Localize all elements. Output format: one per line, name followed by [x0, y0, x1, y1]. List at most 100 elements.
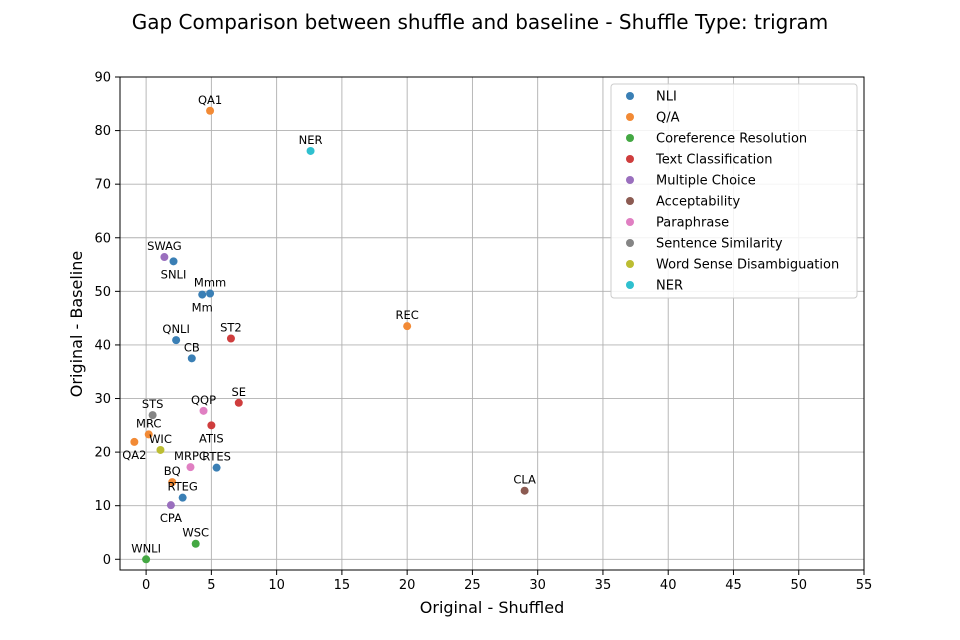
- x-tick-label: 40: [660, 578, 677, 593]
- data-point: [156, 445, 165, 454]
- data-point-label: Mmm: [194, 275, 226, 289]
- x-tick-label: 10: [268, 578, 285, 593]
- x-tick-label: 20: [399, 578, 416, 593]
- data-point-label: RTEG: [167, 480, 197, 494]
- data-point-label: CB: [184, 340, 200, 354]
- legend-marker: [626, 92, 634, 100]
- data-point: [172, 336, 181, 345]
- legend-label: NLI: [656, 90, 677, 105]
- legend-label: NER: [656, 279, 683, 294]
- x-tick-label: 25: [464, 578, 481, 593]
- data-point: [191, 539, 200, 548]
- data-point-label: STS: [142, 397, 164, 411]
- data-point-label: MRC: [136, 416, 161, 430]
- data-point-label: BQ: [164, 464, 181, 478]
- legend-marker: [626, 281, 634, 289]
- data-points: QA1 NER SWAG SNLI Mmm Mm REC ST2 QNLI CB SE QQP STS A…: [122, 93, 536, 564]
- data-point: [186, 463, 195, 472]
- x-tick-label: 15: [334, 578, 351, 593]
- x-tick-label: 0: [142, 578, 150, 593]
- data-point: [234, 398, 243, 407]
- data-point: [306, 146, 315, 155]
- y-tick-label: 70: [94, 178, 111, 193]
- x-tick-label: 45: [725, 578, 742, 593]
- data-point: [212, 463, 221, 472]
- y-tick-label: 40: [94, 338, 111, 353]
- data-point-label: QQP: [191, 393, 216, 407]
- data-point: [206, 106, 215, 115]
- legend-label: Sentence Similarity: [656, 237, 783, 252]
- data-point: [403, 322, 412, 331]
- data-point-label: QA1: [198, 93, 222, 107]
- y-tick-label: 20: [94, 446, 111, 461]
- data-point: [207, 421, 216, 430]
- x-tick-label: 55: [856, 578, 873, 593]
- y-tick-label: 80: [94, 124, 111, 139]
- data-point-label: ST2: [220, 321, 242, 335]
- y-tick-label: 30: [94, 392, 111, 407]
- data-point-label: QNLI: [162, 322, 189, 336]
- data-point-label: MRPC: [174, 449, 207, 463]
- x-tick-label: 30: [529, 578, 546, 593]
- legend-marker: [626, 239, 634, 247]
- data-point-label: CLA: [513, 473, 536, 487]
- data-point-label: RTES: [202, 450, 231, 464]
- y-tick-label: 10: [94, 499, 111, 514]
- y-tick-label: 90: [94, 71, 111, 86]
- legend-label: Text Classification: [655, 153, 772, 168]
- x-tick-label: 50: [790, 578, 807, 593]
- data-point: [166, 501, 175, 510]
- legend-marker: [626, 197, 634, 205]
- data-point: [199, 406, 208, 415]
- data-point: [520, 486, 529, 495]
- data-point: [206, 289, 215, 298]
- legend-label: Q/A: [656, 111, 680, 126]
- data-point-label: WSC: [182, 526, 209, 540]
- legend-label: Multiple Choice: [656, 174, 756, 189]
- x-tick-label: 5: [207, 578, 215, 593]
- data-point: [169, 257, 178, 266]
- data-point: [226, 334, 235, 343]
- data-point: [130, 437, 139, 446]
- y-axis-label: Original - Baseline: [67, 251, 86, 397]
- y-tick-label: 50: [94, 285, 111, 300]
- legend-marker: [626, 176, 634, 184]
- legend-box: [610, 83, 858, 299]
- y-tick-label: 60: [94, 231, 111, 246]
- data-point-label: WNLI: [131, 541, 161, 555]
- axis-ticks: 0 5 10 15 20 25 30 35 40 45 50 55 0 10 20 30 40 50 60 70 80 9…: [94, 71, 872, 594]
- legend-marker: [626, 155, 634, 163]
- x-tick-label: 35: [595, 578, 612, 593]
- legend-label: Coreference Resolution: [656, 132, 807, 147]
- legend-marker: [626, 113, 634, 121]
- data-point-label: Mm: [192, 301, 213, 315]
- data-point-label: CPA: [160, 511, 182, 525]
- data-point-label: NER: [299, 133, 323, 147]
- data-point-label: SNLI: [161, 267, 187, 281]
- legend-label: Word Sense Disambiguation: [656, 258, 839, 273]
- data-point-label: REC: [396, 308, 419, 322]
- legend-label: Acceptability: [656, 195, 740, 210]
- x-axis-label: Original - Shuffled: [420, 598, 564, 617]
- data-point: [168, 478, 177, 487]
- data-point-label: WIC: [149, 432, 172, 446]
- y-tick-label: 0: [103, 553, 111, 568]
- data-point: [144, 430, 153, 439]
- data-point: [148, 411, 157, 420]
- legend-marker: [626, 260, 634, 268]
- legend: NLI Q/A Coreference Resolution Text Classif…: [610, 83, 858, 299]
- data-point: [178, 493, 187, 502]
- chart-title: Gap Comparison between shuffle and basel…: [132, 10, 829, 34]
- data-point: [160, 253, 169, 262]
- legend-marker: [626, 218, 634, 226]
- data-point-label: QA2: [122, 448, 146, 462]
- data-point: [198, 290, 207, 299]
- data-point-label: ATIS: [199, 431, 224, 445]
- data-point: [187, 354, 196, 363]
- data-point-label: SWAG: [147, 239, 182, 253]
- legend-label: Paraphrase: [656, 216, 729, 231]
- legend-marker: [626, 134, 634, 142]
- plot-area-frame: [119, 76, 865, 571]
- data-point: [142, 555, 151, 564]
